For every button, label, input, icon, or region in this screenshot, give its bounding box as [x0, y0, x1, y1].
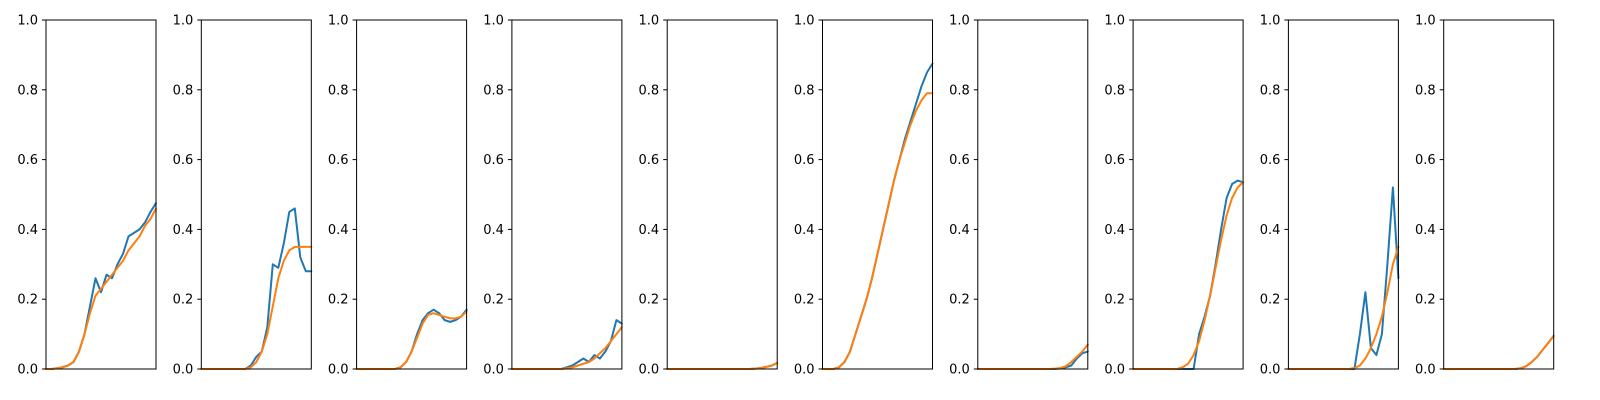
panel-8-ytick-label: 0.2	[1104, 293, 1125, 308]
panel-8-ytick-label: 0.0	[1104, 363, 1125, 378]
panel-4-ytick-label: 0.2	[483, 293, 504, 308]
panel-6-ytick-label: 0.6	[794, 153, 815, 168]
panel-8-ytick-label: 1.0	[1104, 14, 1125, 29]
panel-7-ytick-label: 1.0	[949, 14, 970, 29]
panel-10-ytick-label: 0.6	[1415, 153, 1436, 168]
panel-7-ytick-label: 0.6	[949, 153, 970, 168]
panel-8-ytick-label: 0.4	[1104, 223, 1125, 238]
panel-3-series-2-line	[355, 310, 468, 370]
panel-6-ytick-label: 0.4	[794, 223, 815, 238]
panel-2-axes-frame	[200, 19, 312, 370]
panel-7-axes-frame	[977, 19, 1089, 370]
panel-2-series-2-line	[200, 245, 313, 370]
panel-3-ytick-label: 0.2	[328, 293, 349, 308]
chart-panel-5: 0.0 0.2 0.4 0.6 0.8 1.0	[639, 14, 779, 378]
panel-9-ytick-label: 0.8	[1260, 83, 1281, 98]
panel-3-ytick-label: 0.8	[328, 83, 349, 98]
panel-6-ytick-label: 0.8	[794, 83, 815, 98]
panel-1-ytick-label: 0.4	[17, 223, 38, 238]
panel-8-ytick-label: 0.6	[1104, 153, 1125, 168]
chart-panel-8: 0.0 0.2 0.4 0.6 0.8 1.0	[1104, 14, 1245, 378]
chart-panel-7: 0.0 0.2 0.4 0.6 0.8 1.0	[949, 14, 1089, 378]
panel-9-ytick-label: 1.0	[1260, 14, 1281, 29]
panel-1-ytick-label: 1.0	[17, 14, 38, 29]
panel-7-ytick-label: 0.4	[949, 223, 970, 238]
panel-1-series-1-line	[45, 202, 157, 370]
panel-6-ytick-label: 0.0	[794, 363, 815, 378]
panel-9-axes-frame	[1287, 19, 1399, 370]
panel-10-series-2-line	[1442, 334, 1555, 370]
panel-9-ytick-label: 0.4	[1260, 223, 1281, 238]
panel-1-ytick-label: 0.2	[17, 293, 38, 308]
panel-1-series-2-line	[45, 207, 157, 370]
panel-10-ytick-label: 0.8	[1415, 83, 1436, 98]
panel-4-ytick-label: 0.4	[483, 223, 504, 238]
chart-panel-1: 0.0 0.2 0.4 0.6 0.8 1.0	[17, 14, 157, 378]
panel-7-ytick-label: 0.0	[949, 363, 970, 378]
panel-9-ytick-label: 0.0	[1260, 363, 1281, 378]
panel-9-series-2-line	[1287, 245, 1400, 370]
panel-4-ytick-label: 0.0	[483, 363, 504, 378]
panel-6-series-2-line	[821, 92, 934, 370]
panel-7-series-1-line	[976, 350, 1089, 370]
panel-10-ytick-label: 0.0	[1415, 363, 1436, 378]
panel-8-series-1-line	[1132, 179, 1245, 370]
panel-4-series-2-line	[510, 326, 623, 370]
panel-2-series-1-line	[200, 207, 313, 370]
panel-9-ytick-label: 0.6	[1260, 153, 1281, 168]
panel-4-ytick-label: 0.6	[483, 153, 504, 168]
panel-3-ytick-label: 1.0	[328, 14, 349, 29]
panel-2-ytick-label: 0.6	[173, 153, 194, 168]
panel-5-ytick-label: 0.4	[639, 223, 660, 238]
panel-2-ytick-label: 0.2	[173, 293, 194, 308]
chart-panel-9: 0.0 0.2 0.4 0.6 0.8 1.0	[1260, 14, 1400, 378]
panel-8-ytick-label: 0.8	[1104, 83, 1125, 98]
panel-2-ytick-label: 1.0	[173, 14, 194, 29]
panel-2-ytick-label: 0.4	[173, 223, 194, 238]
panel-6-ytick-label: 1.0	[794, 14, 815, 29]
panel-2-ytick-label: 0.8	[173, 83, 194, 98]
panel-3-axes-frame	[356, 19, 468, 370]
panel-9-series-1-line	[1287, 186, 1400, 370]
panel-9-ytick-label: 0.2	[1260, 293, 1281, 308]
chart-panel-4: 0.0 0.2 0.4 0.6 0.8 1.0	[483, 14, 623, 378]
chart-panel-10: 0.0 0.2 0.4 0.6 0.8 1.0	[1415, 14, 1555, 378]
panel-10-series-1-line	[1442, 334, 1555, 370]
panel-5-ytick-label: 0.0	[639, 363, 660, 378]
panel-10-ytick-label: 1.0	[1415, 14, 1436, 29]
panel-4-axes-frame	[511, 19, 623, 370]
panel-1-axes-frame	[45, 19, 157, 370]
panel-1-ytick-label: 0.6	[17, 153, 38, 168]
panel-10-ytick-label: 0.4	[1415, 223, 1436, 238]
panel-3-ytick-label: 0.0	[328, 363, 349, 378]
panel-10-axes-frame	[1443, 19, 1555, 370]
panel-5-ytick-label: 0.6	[639, 153, 660, 168]
panel-5-ytick-label: 0.2	[639, 293, 660, 308]
panel-6-axes-frame	[822, 19, 933, 370]
panel-6-ytick-label: 0.2	[794, 293, 815, 308]
panel-1-ytick-label: 0.8	[17, 83, 38, 98]
panel-5-ytick-label: 0.8	[639, 83, 660, 98]
panel-4-series-1-line	[510, 319, 623, 370]
panel-10-ytick-label: 0.2	[1415, 293, 1436, 308]
panel-3-ytick-label: 0.4	[328, 223, 349, 238]
chart-panel-6: 0.0 0.2 0.4 0.6 0.8 1.0	[794, 14, 934, 378]
chart-panel-3: 0.0 0.2 0.4 0.6 0.8 1.0	[328, 14, 468, 378]
panel-5-series-2-line	[666, 362, 779, 370]
panel-4-ytick-label: 1.0	[483, 14, 504, 29]
panel-3-ytick-label: 0.6	[328, 153, 349, 168]
panel-8-axes-frame	[1132, 19, 1244, 370]
panel-4-ytick-label: 0.8	[483, 83, 504, 98]
panel-8-series-2-line	[1132, 181, 1245, 370]
panel-1-ytick-label: 0.0	[17, 363, 38, 378]
panel-2-ytick-label: 0.0	[173, 363, 194, 378]
panel-7-ytick-label: 0.2	[949, 293, 970, 308]
panel-7-ytick-label: 0.8	[949, 83, 970, 98]
chart-panel-2: 0.0 0.2 0.4 0.6 0.8 1.0	[173, 14, 313, 378]
panel-5-axes-frame	[666, 19, 778, 370]
panel-5-ytick-label: 1.0	[639, 14, 660, 29]
